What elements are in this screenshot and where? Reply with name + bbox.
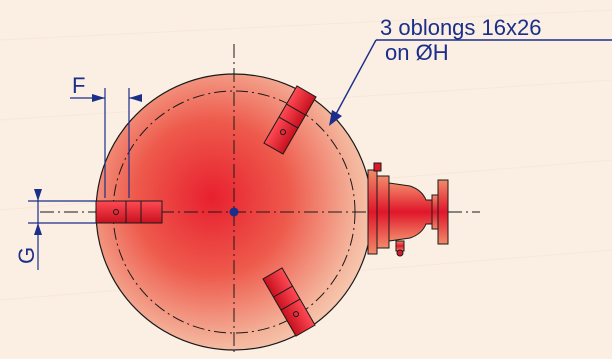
oblong-lug-upper xyxy=(263,85,317,155)
annotation-leader xyxy=(335,39,377,115)
dimension-f: F xyxy=(70,73,142,198)
oblongs-annotation: 3 oblongs 16x26 on ØH xyxy=(329,15,612,126)
dimension-f-arrow-right xyxy=(129,94,142,102)
nozzle-neck xyxy=(376,175,390,249)
nozzle-body xyxy=(388,182,433,242)
nozzle-assembly xyxy=(367,162,449,257)
nozzle-top-stub xyxy=(373,162,382,172)
dimension-g: G xyxy=(14,189,96,270)
nozzle-outlet-flange xyxy=(437,179,449,245)
annotation-leader-arrow xyxy=(329,110,342,126)
center-point xyxy=(229,207,239,217)
dimension-g-arrow-bottom xyxy=(34,223,42,235)
dimension-g-label: G xyxy=(14,247,39,264)
oblong-lug-lower xyxy=(262,267,316,337)
annotation-line2: on ØH xyxy=(385,40,449,65)
nozzle-drain-cap xyxy=(396,249,404,257)
annotation-line1: 3 oblongs 16x26 xyxy=(380,15,541,40)
nozzle-outlet-pipe xyxy=(431,194,439,230)
dimension-g-arrow-top xyxy=(34,189,42,201)
dimension-f-label: F xyxy=(72,73,85,98)
oblong-lug-left xyxy=(95,200,163,224)
dimension-f-arrow-left xyxy=(92,94,105,102)
nozzle-mount-plate xyxy=(367,169,378,255)
